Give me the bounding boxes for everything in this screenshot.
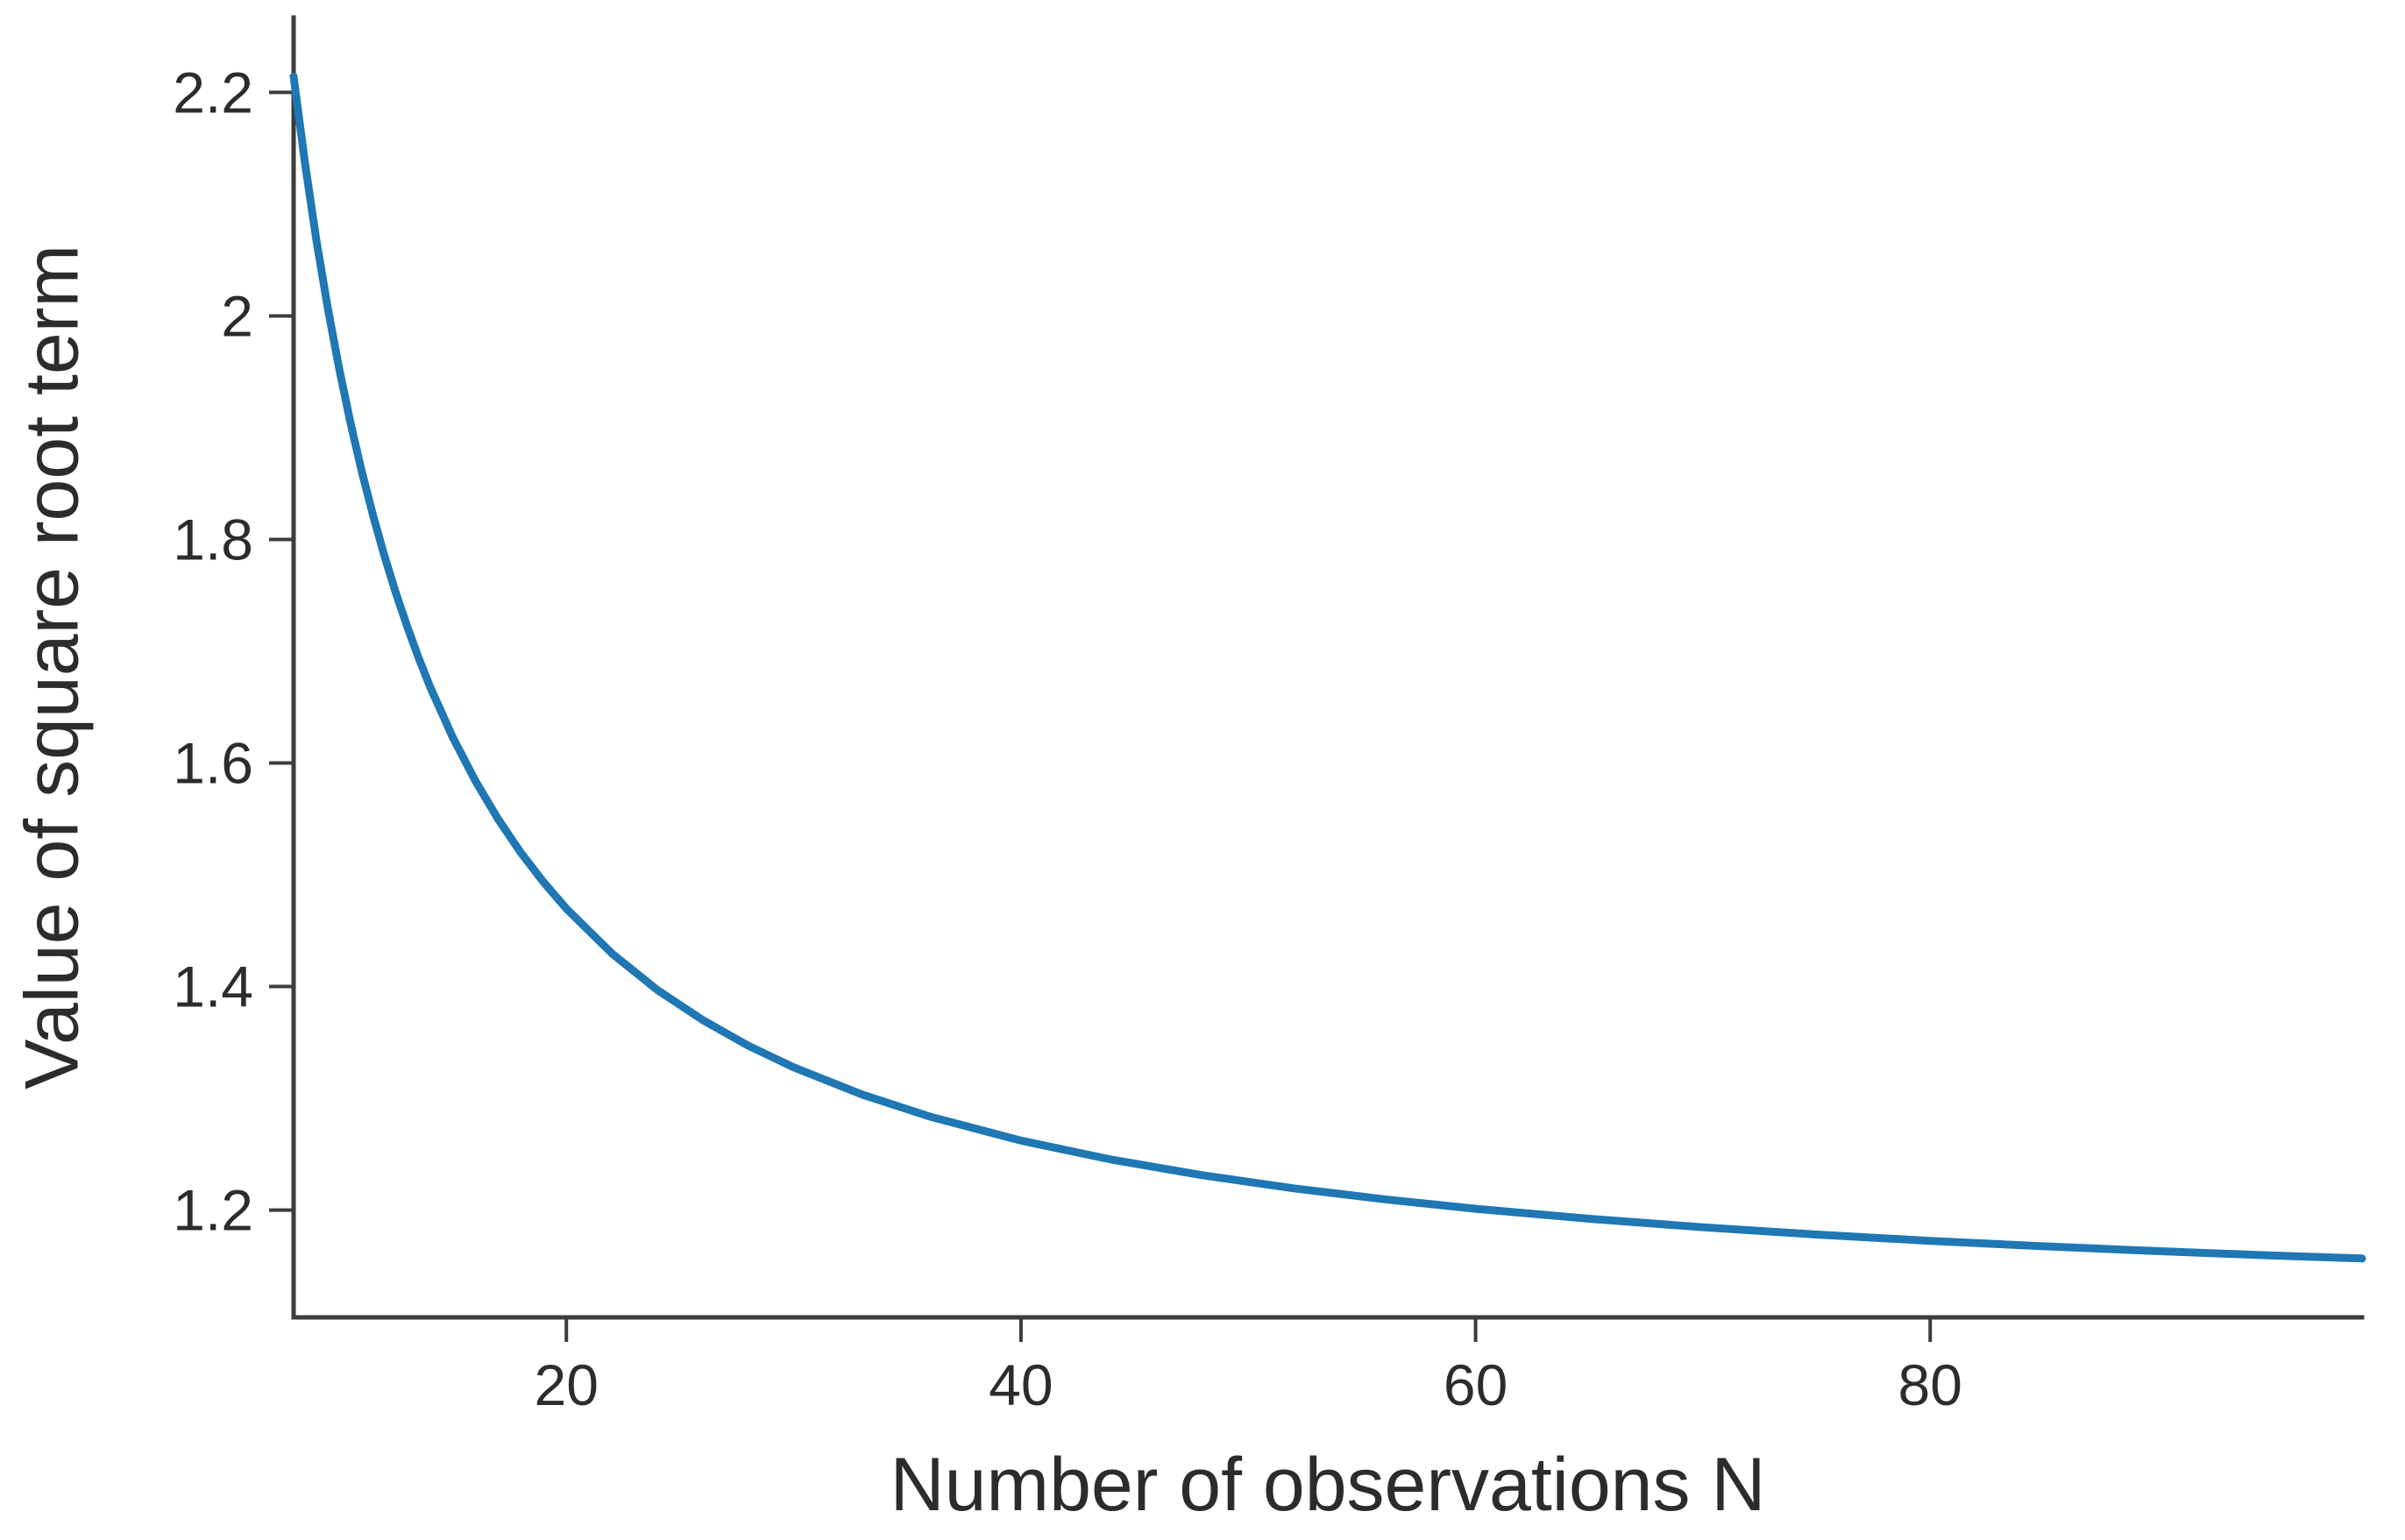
x-tick-label: 80 <box>1898 1352 1962 1417</box>
y-axis-label: Value of square root term <box>10 244 95 1090</box>
x-axis-label: Number of observations N <box>890 1443 1766 1527</box>
y-tick-label: 1.6 <box>173 731 253 796</box>
y-tick-label: 1.4 <box>173 955 253 1019</box>
y-tick-label: 1.2 <box>173 1178 253 1243</box>
y-tick-label: 2.2 <box>173 60 253 124</box>
y-tick-label: 1.8 <box>173 507 253 571</box>
x-tick-label: 20 <box>534 1352 598 1417</box>
y-tick-label: 2 <box>221 283 253 348</box>
x-tick-label: 60 <box>1444 1352 1508 1417</box>
curve-line <box>289 72 2366 1263</box>
x-tick-label: 40 <box>989 1352 1053 1417</box>
